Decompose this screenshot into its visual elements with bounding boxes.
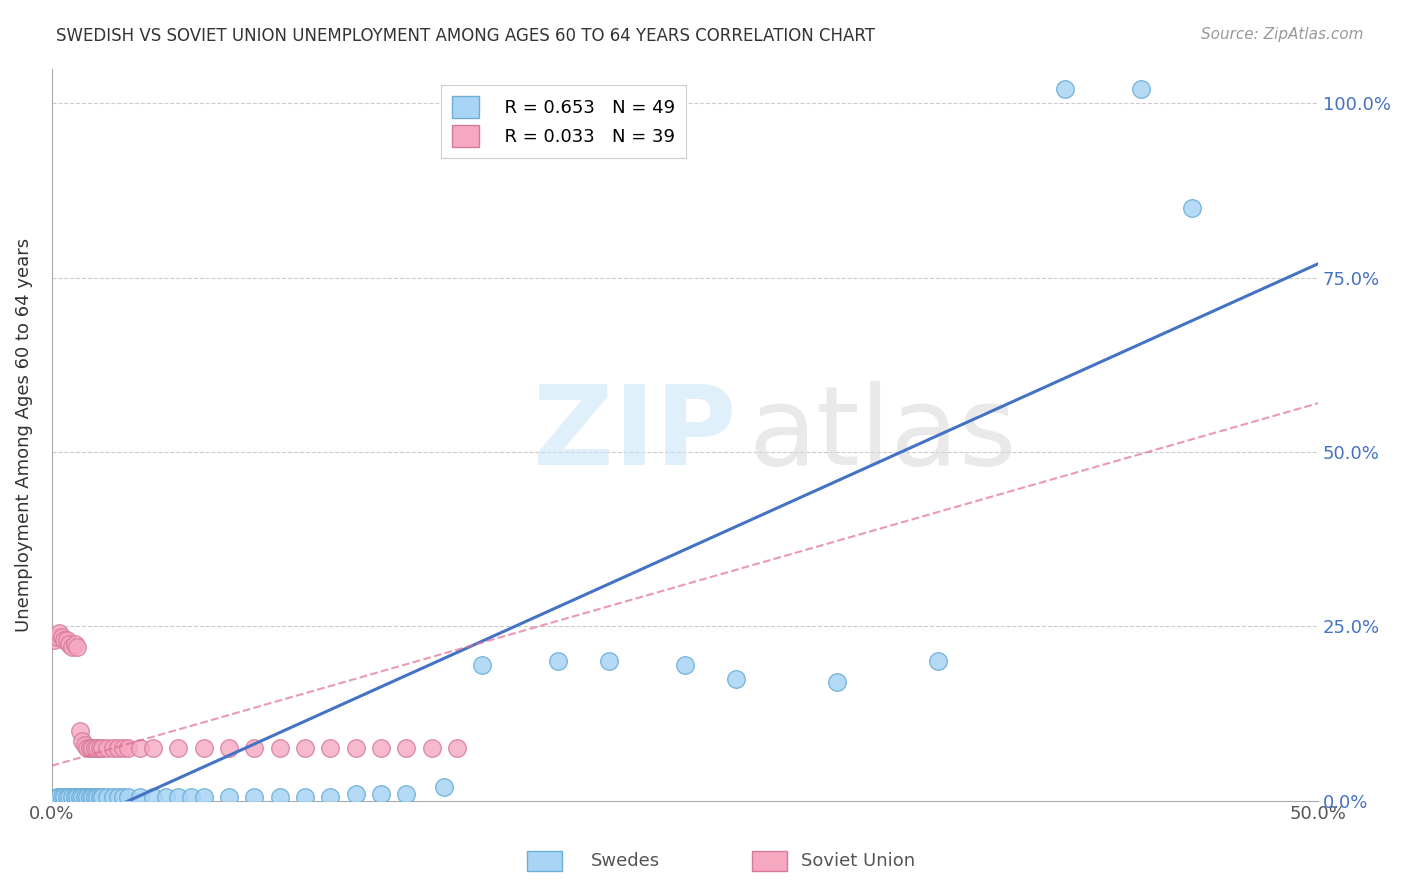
Text: Soviet Union: Soviet Union: [801, 852, 915, 870]
Point: [193, 790, 215, 805]
Point: [79, 741, 101, 756]
Point: [1180, 201, 1202, 215]
Point: [370, 787, 392, 801]
Point: [70, 734, 93, 748]
Text: Swedes: Swedes: [591, 852, 659, 870]
Point: [45, 790, 67, 805]
Point: [167, 790, 190, 805]
Point: [395, 787, 418, 801]
Point: [193, 741, 215, 756]
Point: [79, 790, 101, 805]
Point: [446, 741, 468, 756]
Point: [724, 672, 747, 686]
Point: [83, 790, 105, 805]
Point: [69, 790, 91, 805]
Text: atlas: atlas: [748, 381, 1017, 488]
Point: [69, 723, 91, 738]
Point: [76, 790, 98, 805]
Point: [243, 790, 266, 805]
Point: [107, 741, 129, 756]
Point: [76, 741, 98, 756]
Point: [344, 787, 367, 801]
Point: [63, 790, 86, 805]
Point: [83, 741, 105, 756]
Point: [48, 626, 70, 640]
Point: [53, 633, 76, 648]
Point: [107, 790, 129, 805]
Point: [66, 790, 89, 805]
Point: [82, 741, 104, 756]
Point: [269, 790, 291, 805]
Point: [101, 741, 124, 756]
Point: [56, 633, 79, 648]
Y-axis label: Unemployment Among Ages 60 to 64 years: Unemployment Among Ages 60 to 64 years: [15, 237, 32, 632]
Point: [73, 790, 96, 805]
Point: [117, 790, 139, 805]
Point: [60, 790, 83, 805]
Point: [294, 741, 316, 756]
Point: [129, 741, 152, 756]
Point: [111, 790, 134, 805]
Point: [218, 741, 240, 756]
Point: [370, 741, 392, 756]
Point: [927, 654, 949, 668]
Point: [101, 790, 124, 805]
Point: [86, 741, 108, 756]
Point: [1129, 82, 1152, 96]
Point: [89, 741, 111, 756]
Point: [673, 657, 696, 672]
Point: [825, 675, 848, 690]
Point: [91, 741, 114, 756]
Point: [344, 741, 367, 756]
Point: [129, 790, 152, 805]
Point: [433, 780, 456, 794]
Point: [51, 630, 73, 644]
Point: [598, 654, 620, 668]
Point: [96, 790, 118, 805]
Point: [73, 738, 96, 752]
Point: [56, 790, 79, 805]
Point: [58, 637, 80, 651]
Legend:   R = 0.653   N = 49,   R = 0.033   N = 39: R = 0.653 N = 49, R = 0.033 N = 39: [440, 85, 686, 158]
Point: [142, 741, 165, 756]
Point: [89, 790, 111, 805]
Text: Source: ZipAtlas.com: Source: ZipAtlas.com: [1201, 27, 1364, 42]
Point: [63, 637, 86, 651]
Point: [319, 741, 342, 756]
Point: [547, 654, 569, 668]
Point: [70, 790, 93, 805]
Text: SWEDISH VS SOVIET UNION UNEMPLOYMENT AMONG AGES 60 TO 64 YEARS CORRELATION CHART: SWEDISH VS SOVIET UNION UNEMPLOYMENT AMO…: [56, 27, 876, 45]
Point: [82, 790, 104, 805]
Point: [319, 790, 342, 805]
Point: [142, 790, 165, 805]
Point: [58, 790, 80, 805]
Point: [60, 640, 83, 655]
Point: [91, 790, 114, 805]
Point: [117, 741, 139, 756]
Point: [420, 741, 443, 756]
Point: [44, 633, 66, 648]
Point: [294, 790, 316, 805]
Point: [243, 741, 266, 756]
Point: [218, 790, 240, 805]
Point: [48, 790, 70, 805]
Point: [180, 790, 202, 805]
Point: [1053, 82, 1076, 96]
Point: [86, 790, 108, 805]
Point: [155, 790, 177, 805]
Point: [96, 741, 118, 756]
Point: [167, 741, 190, 756]
Text: ZIP: ZIP: [533, 381, 737, 488]
Point: [66, 640, 89, 655]
Point: [45, 630, 67, 644]
Point: [471, 657, 494, 672]
Point: [269, 741, 291, 756]
Point: [53, 790, 76, 805]
Point: [51, 790, 73, 805]
Point: [395, 741, 418, 756]
Point: [111, 741, 134, 756]
